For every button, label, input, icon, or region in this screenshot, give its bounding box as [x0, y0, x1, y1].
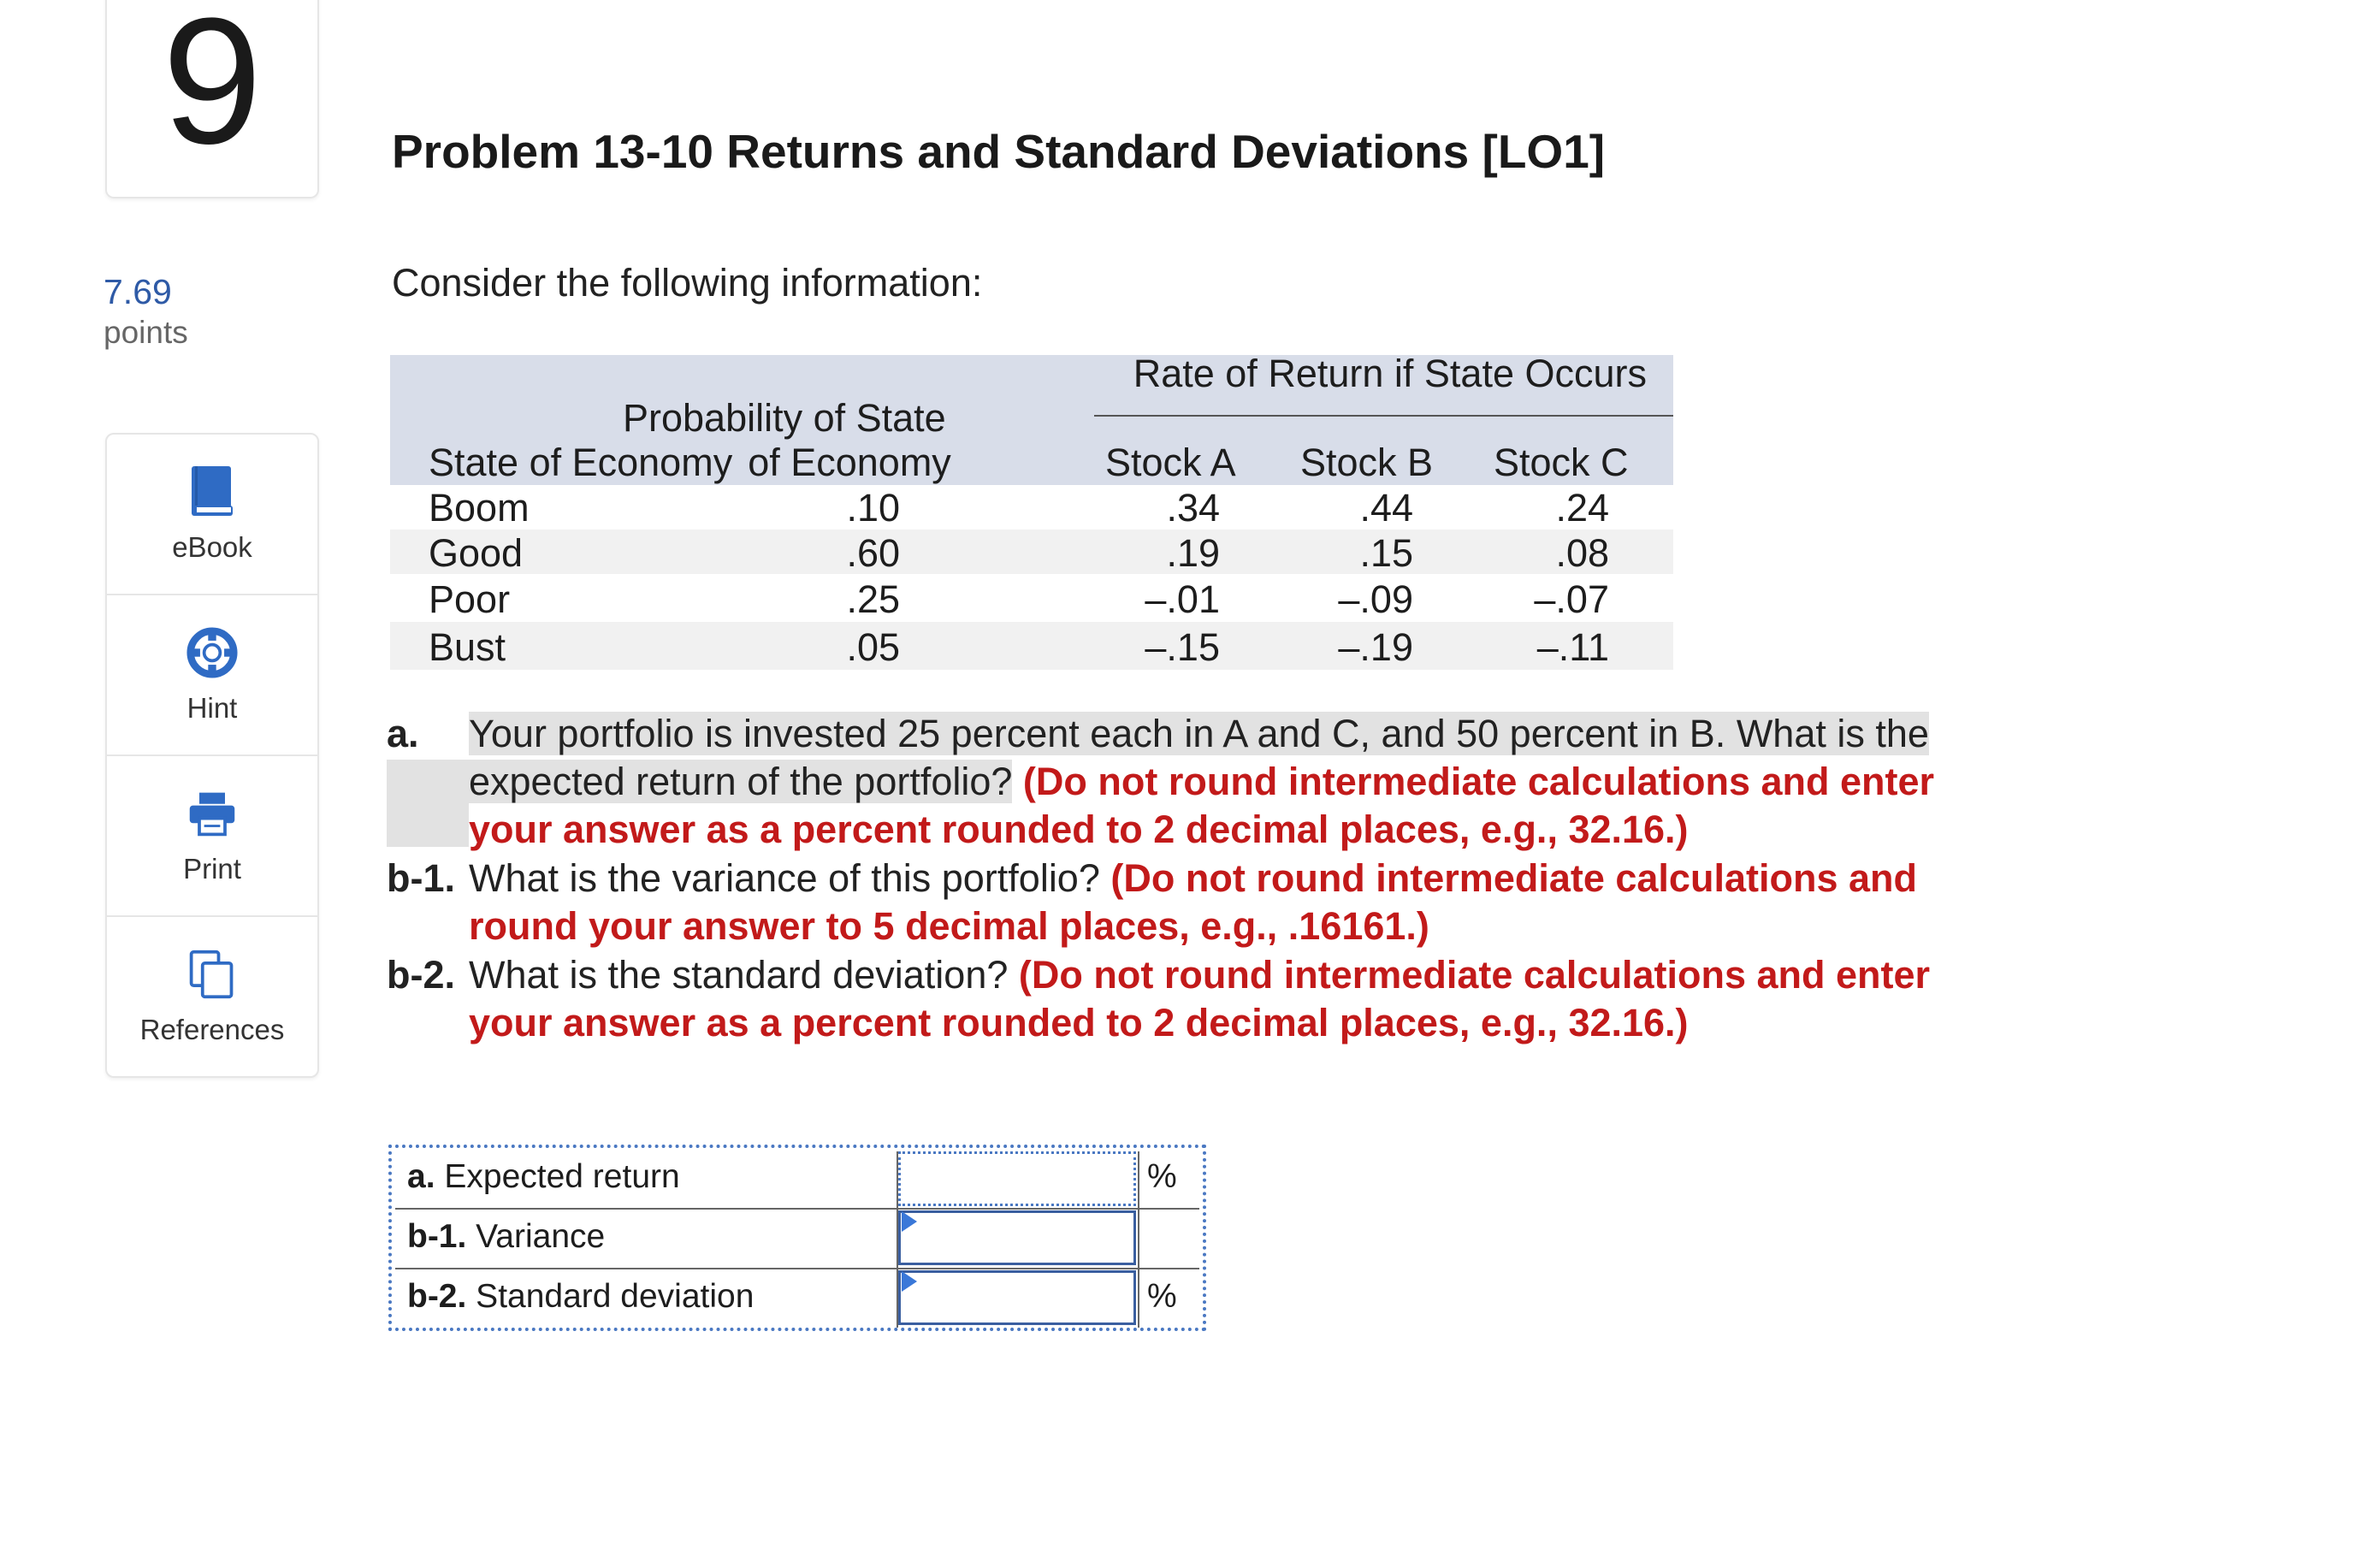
answer-table: a. Expected return % b-1. Variance b-2. …: [388, 1145, 1206, 1331]
problem-title: Problem 13-10 Returns and Standard Devia…: [392, 125, 1606, 178]
problem-intro: Consider the following information:: [392, 261, 983, 305]
print-button[interactable]: Print: [107, 756, 317, 917]
table-cell-prob: .05: [846, 625, 900, 669]
input-flag-icon: [902, 1211, 917, 1232]
ebook-button[interactable]: eBook: [107, 435, 317, 595]
table-row-stripe: [390, 622, 1673, 670]
question-instruction: (Do not round intermediate calculations …: [469, 953, 1931, 1044]
tools-panel: eBook Hint Print References: [105, 433, 319, 1078]
question-instruction: (Do not round intermediate calculations …: [469, 856, 1917, 948]
table-cell-stock-b: –.09: [1338, 577, 1413, 621]
table-cell-stock-a: –.01: [1145, 577, 1220, 621]
answer-col-divider: [897, 1151, 898, 1328]
answer-row-variance: b-1. Variance: [399, 1208, 1288, 1268]
question-list: a. Your portfolio is invested 25 percent…: [387, 710, 1986, 1048]
table-cell-stock-c: –.07: [1534, 577, 1609, 621]
answer-row-divider: [395, 1268, 1199, 1269]
table-cell-state: Bust: [429, 625, 506, 669]
table-cell-prob: .25: [846, 577, 900, 621]
table-header-background: [390, 355, 1673, 485]
answer-row-standard-deviation: b-2. Standard deviation %: [399, 1268, 1288, 1328]
variance-input[interactable]: [898, 1210, 1136, 1265]
hint-label: Hint: [186, 692, 238, 724]
group-header-rule: [1094, 415, 1673, 417]
input-flag-icon: [902, 1271, 917, 1292]
table-cell-stock-a: .19: [1166, 531, 1220, 575]
table-cell-stock-c: –.11: [1536, 625, 1609, 669]
question-b2: b-2. What is the standard deviation? (Do…: [387, 951, 1986, 1047]
table-cell-stock-b: –.19: [1338, 625, 1413, 669]
print-label: Print: [183, 853, 241, 885]
col-stock-c-header: Stock C: [1494, 441, 1629, 484]
table-cell-state: Boom: [429, 486, 530, 530]
question-b1: b-1. What is the variance of this portfo…: [387, 855, 1986, 950]
table-cell-stock-b: .44: [1359, 486, 1413, 530]
table-cell-stock-a: .34: [1166, 486, 1220, 530]
standard-deviation-input[interactable]: [898, 1270, 1136, 1325]
references-button[interactable]: References: [107, 917, 317, 1076]
table-row-stripe: [390, 530, 1673, 574]
answer-label: a. Expected return: [407, 1158, 680, 1195]
table-cell-state: Poor: [429, 577, 511, 621]
col-prob-header-line1: Probability of State: [623, 396, 946, 441]
col-stock-a-header: Stock A: [1105, 441, 1236, 484]
table-cell-prob: .10: [846, 486, 900, 530]
question-label: b-1.: [387, 856, 456, 900]
table-cell-state: Good: [429, 531, 524, 575]
answer-row-expected-return: a. Expected return %: [399, 1148, 1288, 1208]
answer-label: b-1. Variance: [407, 1218, 606, 1255]
answer-label: b-2. Standard deviation: [407, 1278, 755, 1315]
question-label: b-2.: [387, 953, 456, 997]
table-cell-prob: .60: [846, 531, 900, 575]
question-number: 9: [105, 0, 319, 198]
percent-unit: %: [1147, 1158, 1177, 1195]
percent-unit: %: [1147, 1278, 1177, 1315]
points-value: 7.69: [104, 272, 172, 311]
printer-icon: [189, 792, 235, 837]
question-a: a. Your portfolio is invested 25 percent…: [387, 710, 1986, 854]
table-cell-stock-a: –.15: [1145, 625, 1220, 669]
col-state-header: State of Economy: [429, 441, 733, 484]
question-label: a.: [387, 712, 419, 755]
points-label: points: [104, 315, 188, 350]
ebook-label: eBook: [172, 531, 252, 563]
book-icon: [192, 466, 233, 516]
expected-return-input[interactable]: [898, 1151, 1136, 1206]
answer-row-divider: [395, 1208, 1199, 1210]
lifebuoy-icon: [186, 627, 238, 678]
highlight-mark: [387, 760, 469, 847]
table-cell-stock-c: .08: [1555, 531, 1609, 575]
question-text: What is the variance of this portfolio?: [469, 856, 1100, 900]
table-cell-stock-c: .24: [1555, 486, 1609, 530]
copy-icon: [189, 950, 234, 999]
group-header: Rate of Return if State Occurs: [1133, 352, 1647, 395]
answer-col-divider: [1138, 1151, 1139, 1328]
col-prob-header-line2: of Economy: [748, 441, 951, 484]
references-label: References: [139, 1014, 285, 1045]
question-text: What is the standard deviation?: [469, 953, 1009, 997]
question-instruction: (Do not round intermediate calculations …: [469, 760, 1935, 851]
table-cell-stock-b: .15: [1359, 531, 1413, 575]
returns-table: Rate of Return if State Occurs Probabili…: [390, 352, 1673, 670]
col-stock-b-header: Stock B: [1300, 441, 1434, 484]
hint-button[interactable]: Hint: [107, 595, 317, 756]
